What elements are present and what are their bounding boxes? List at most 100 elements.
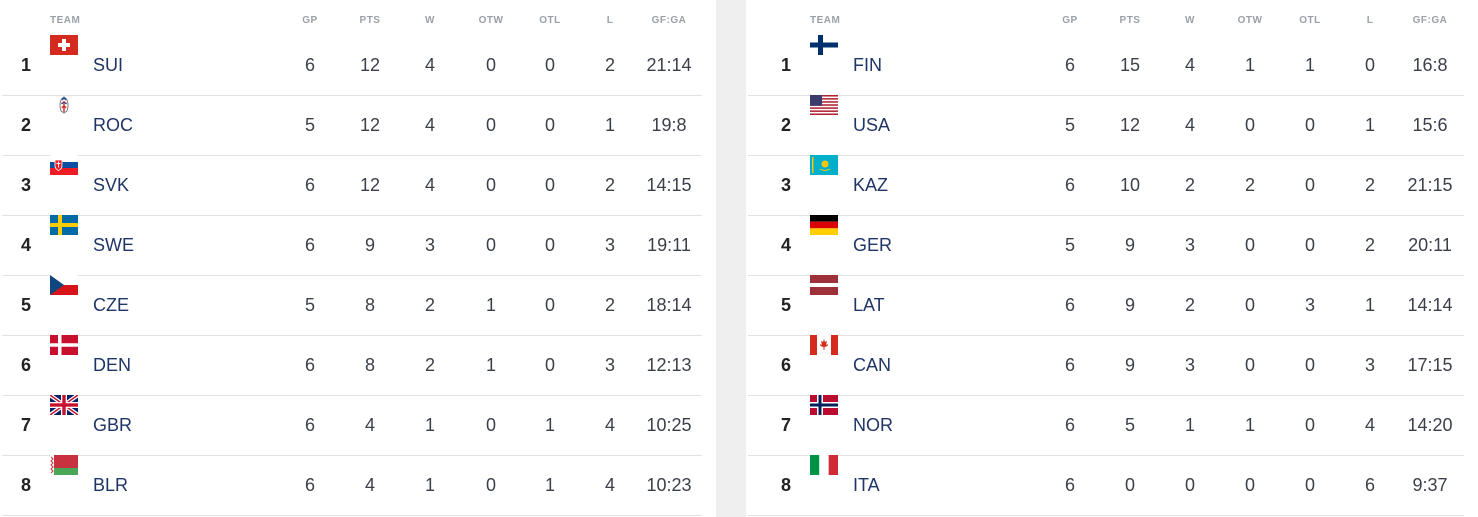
l-cell: 2 [604, 55, 616, 75]
header-otl[interactable]: OTL [1299, 15, 1321, 26]
w-cell: 4 [1184, 115, 1196, 135]
table-row[interactable]: 7 NOR 6 5 1 1 0 4 14:20 [748, 395, 1464, 456]
otw-cell: 0 [1244, 115, 1256, 135]
header-team[interactable]: TEAM [50, 15, 81, 26]
table-row[interactable]: 5 CZE 5 8 2 1 0 2 18:14 [2, 275, 702, 336]
l-cell: 2 [1364, 235, 1376, 255]
rank-cell: 6 [780, 355, 792, 375]
header-otl[interactable]: OTL [539, 15, 561, 26]
table-row[interactable]: 5 LAT 6 9 2 0 3 1 14:14 [748, 275, 1464, 336]
pts-cell: 15 [1119, 55, 1141, 75]
w-cell: 4 [1184, 55, 1196, 75]
gp-cell: 6 [304, 235, 316, 255]
header-otw[interactable]: OTW [1237, 15, 1263, 26]
gp-cell: 6 [304, 175, 316, 195]
header-gp[interactable]: GP [302, 15, 318, 26]
otw-cell: 0 [485, 235, 497, 255]
flag-kazakhstan-icon [810, 155, 838, 175]
flag-belarus-icon [50, 455, 78, 475]
header-w[interactable]: W [425, 15, 435, 26]
table-row[interactable]: 6 DEN 6 8 2 1 0 3 12:13 [2, 335, 702, 396]
table-row[interactable]: 4 SWE 6 9 3 0 0 3 19:11 [2, 215, 702, 276]
otl-cell: 3 [1304, 295, 1316, 315]
pts-cell: 0 [1124, 475, 1136, 495]
w-cell: 3 [1184, 235, 1196, 255]
table-row[interactable]: 8 BLR 6 4 1 0 1 4 10:23 [2, 455, 702, 516]
otw-cell: 0 [485, 415, 497, 435]
flag-roc-emblem-icon [50, 95, 78, 115]
otl-cell: 0 [544, 55, 556, 75]
pts-cell: 4 [364, 475, 376, 495]
rank-cell: 4 [20, 235, 32, 255]
w-cell: 4 [424, 55, 436, 75]
header-gfga[interactable]: GF:GA [651, 15, 687, 26]
table-row[interactable]: 6 CAN 6 9 3 0 0 3 17:15 [748, 335, 1464, 396]
header-gfga[interactable]: GF:GA [1412, 15, 1448, 26]
team-code: DEN [93, 355, 132, 375]
header-gp[interactable]: GP [1062, 15, 1078, 26]
header-pts[interactable]: PTS [1119, 15, 1141, 26]
team-code: SWE [93, 235, 135, 255]
rank-cell: 3 [20, 175, 32, 195]
table-row[interactable]: 3 KAZ 6 10 2 2 0 2 21:15 [748, 155, 1464, 216]
gfga-cell: 21:15 [1407, 175, 1453, 195]
gfga-cell: 10:25 [646, 415, 692, 435]
pts-cell: 9 [1124, 235, 1136, 255]
otw-cell: 0 [485, 55, 497, 75]
table-row[interactable]: 1 SUI 6 12 4 0 0 2 21:14 [2, 35, 702, 96]
gp-cell: 5 [1064, 235, 1076, 255]
otw-cell: 0 [1244, 355, 1256, 375]
gfga-cell: 16:8 [1412, 55, 1448, 75]
gfga-cell: 19:8 [651, 115, 687, 135]
table-row[interactable]: 3 SVK 6 12 4 0 0 2 14:15 [2, 155, 702, 216]
rank-cell: 7 [20, 415, 32, 435]
pts-cell: 9 [1124, 295, 1136, 315]
otw-cell: 0 [1244, 235, 1256, 255]
pts-cell: 8 [364, 355, 376, 375]
flag-switzerland-icon [50, 35, 78, 55]
otl-cell: 0 [544, 235, 556, 255]
otw-cell: 1 [1244, 415, 1256, 435]
header-l[interactable]: L [1366, 15, 1374, 26]
header-team[interactable]: TEAM [810, 15, 841, 26]
header-w[interactable]: W [1185, 15, 1195, 26]
l-cell: 4 [1364, 415, 1376, 435]
l-cell: 2 [604, 175, 616, 195]
gfga-cell: 9:37 [1412, 475, 1448, 495]
team-code: NOR [853, 415, 893, 435]
otl-cell: 0 [544, 355, 556, 375]
flag-czechia-icon [50, 275, 78, 295]
header-l[interactable]: L [606, 15, 614, 26]
table-row[interactable]: 8 ITA 6 0 0 0 0 6 9:37 [748, 455, 1464, 516]
w-cell: 2 [1184, 295, 1196, 315]
gfga-cell: 21:14 [646, 55, 692, 75]
header-pts[interactable]: PTS [359, 15, 381, 26]
l-cell: 4 [604, 415, 616, 435]
w-cell: 1 [424, 415, 436, 435]
table-header: TEAM GP PTS W OTW OTL L GF:GA [0, 0, 716, 34]
gp-cell: 6 [1064, 55, 1076, 75]
w-cell: 1 [424, 475, 436, 495]
rank-cell: 3 [780, 175, 792, 195]
rank-cell: 2 [20, 115, 32, 135]
pts-cell: 12 [359, 175, 381, 195]
table-row[interactable]: 2 ROC 5 12 4 0 0 1 19:8 [2, 95, 702, 156]
gp-cell: 6 [304, 415, 316, 435]
table-row[interactable]: 7 GBR 6 4 1 0 1 4 10:25 [2, 395, 702, 456]
table-row[interactable]: 1 FIN 6 15 4 1 1 0 16:8 [748, 35, 1464, 96]
pts-cell: 4 [364, 415, 376, 435]
table-row[interactable]: 4 GER 5 9 3 0 0 2 20:11 [748, 215, 1464, 276]
table-row[interactable]: 2 USA 5 12 4 0 0 1 15:6 [748, 95, 1464, 156]
flag-germany-icon [810, 215, 838, 235]
pts-cell: 8 [364, 295, 376, 315]
rank-cell: 6 [20, 355, 32, 375]
header-otw[interactable]: OTW [478, 15, 504, 26]
gfga-cell: 12:13 [646, 355, 692, 375]
otw-cell: 0 [1244, 295, 1256, 315]
standings-table-left: TEAM GP PTS W OTW OTL L GF:GA 1 SUI 6 12 4 0 0… [0, 0, 716, 517]
otl-cell: 0 [1304, 475, 1316, 495]
otl-cell: 0 [544, 115, 556, 135]
gfga-cell: 20:11 [1408, 235, 1452, 255]
gfga-cell: 14:20 [1407, 415, 1453, 435]
w-cell: 2 [424, 355, 436, 375]
